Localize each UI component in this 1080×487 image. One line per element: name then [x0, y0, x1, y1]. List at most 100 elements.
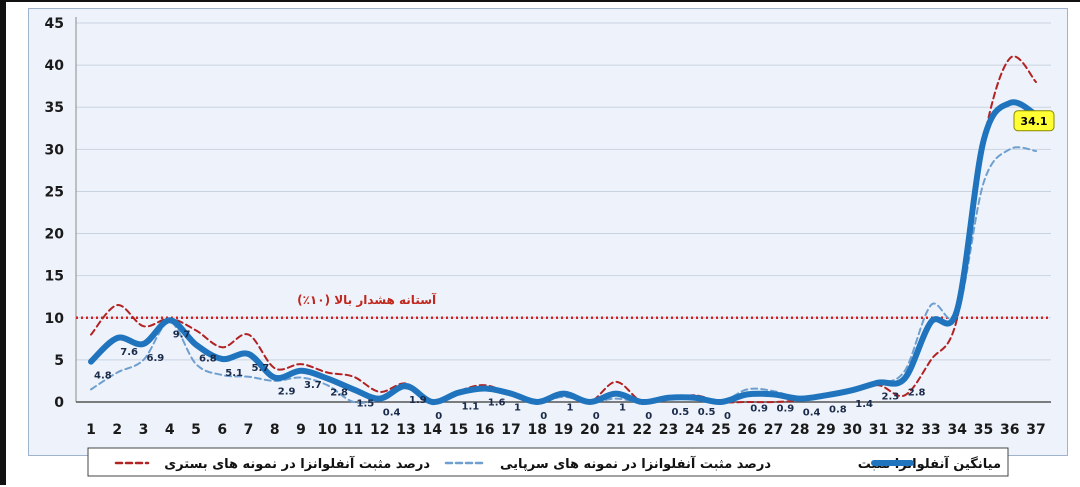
x-tick-label: 26	[738, 422, 757, 438]
x-tick-label: 34	[948, 422, 968, 438]
legend-entry-label: درصد مثبت آنفلوانزا در نمونه های بستری	[164, 455, 430, 472]
data-label: 1	[514, 403, 521, 414]
data-label: 0.8	[829, 404, 847, 415]
x-tick-label: 22	[633, 422, 652, 438]
x-tick-label: 25	[711, 422, 730, 438]
series-line-1	[88, 99, 1039, 406]
data-label: 0.4	[383, 408, 401, 419]
y-tick-label: 0	[54, 395, 64, 411]
x-tick-label: 13	[396, 422, 415, 438]
x-tick-label: 31	[869, 422, 888, 438]
data-label: 6.8	[199, 354, 217, 365]
y-axis-ticks: 0 5 10 15 20 25 30 35 40 45	[45, 16, 65, 411]
x-tick-label: 7	[244, 422, 254, 438]
y-tick-label: 25	[45, 184, 64, 200]
x-tick-label: 37	[1026, 422, 1045, 438]
data-label: 0.9	[750, 403, 768, 414]
x-tick-label: 15	[449, 422, 468, 438]
x-tick-label: 28	[790, 422, 809, 438]
x-tick-label: 19	[554, 422, 573, 438]
x-tick-label: 9	[296, 422, 306, 438]
x-tick-label: 1	[86, 422, 96, 438]
data-label: 5.1	[225, 368, 243, 379]
x-tick-label: 6	[217, 422, 227, 438]
x-tick-label: 18	[528, 422, 547, 438]
y-tick-label: 35	[45, 100, 64, 116]
x-tick-label: 11	[344, 422, 363, 438]
y-tick-label: 5	[54, 353, 64, 369]
y-tick-label: 20	[45, 227, 65, 243]
data-label: 1	[619, 403, 626, 414]
y-tick-label: 30	[45, 142, 65, 158]
x-tick-label: 36	[1000, 422, 1019, 438]
legend-entry-label: میانگین آنفلوانزا مثبت	[858, 455, 1001, 472]
x-tick-label: 16	[475, 422, 494, 438]
x-tick-label: 10	[318, 422, 338, 438]
x-tick-label: 29	[816, 422, 835, 438]
data-label: 3.7	[304, 380, 322, 391]
callout-box	[1013, 110, 1055, 132]
data-label: 4.8	[94, 371, 112, 382]
axes	[75, 17, 1051, 403]
legend-box	[87, 447, 1009, 477]
data-label: 2.3	[882, 392, 900, 403]
data-label: 0	[435, 411, 442, 422]
threshold-label: آستانه هشدار بالا (۱۰٪)	[297, 292, 437, 307]
x-tick-label: 12	[370, 422, 389, 438]
x-tick-label: 30	[843, 422, 863, 438]
x-tick-label: 20	[580, 422, 600, 438]
data-label: 7.6	[120, 347, 138, 358]
data-label: 2.8	[908, 387, 926, 398]
x-tick-label: 21	[606, 422, 625, 438]
data-label: 1.5	[357, 398, 375, 409]
data-label: 2.8	[330, 387, 348, 398]
data-label: 2.9	[278, 387, 296, 398]
x-tick-label: 23	[659, 422, 678, 438]
gridlines	[76, 22, 1051, 361]
data-labels: 4.8 7.6 6.9 9.7 6.8 5.1 5.7 2.9 3.7 2.8 1.5 0.4 1.9 0…	[94, 329, 926, 422]
data-label: 1.6	[488, 398, 506, 409]
data-label: 0	[540, 411, 547, 422]
x-axis-ticks: 1 2 3 4 5 6 7 8 9 10 11 12 13 14 15 16 17 18 19 20 21 22 23 24 2…	[86, 422, 1046, 438]
y-tick-label: 15	[45, 269, 64, 285]
data-label: 0.4	[803, 408, 821, 419]
data-label: 5.7	[252, 363, 270, 374]
data-label: 1	[567, 403, 574, 414]
data-label: 1.4	[855, 399, 873, 410]
y-tick-label: 10	[45, 311, 65, 327]
x-tick-label: 24	[685, 422, 705, 438]
x-tick-label: 3	[139, 422, 149, 438]
x-tick-label: 33	[921, 422, 940, 438]
data-label: 0	[724, 411, 731, 422]
data-label: 0.5	[698, 407, 716, 418]
x-tick-label: 8	[270, 422, 280, 438]
legend: میانگین آنفلوانزا مثبت درصد مثبت آنفلوانز…	[87, 447, 1009, 477]
series-line-2	[90, 146, 1037, 404]
y-tick-label: 45	[45, 16, 64, 32]
x-tick-label: 5	[191, 422, 201, 438]
x-tick-label: 14	[423, 422, 443, 438]
data-label: 6.9	[147, 353, 165, 364]
data-label: 0.9	[777, 403, 795, 414]
end-callout: 34.1	[1013, 110, 1055, 132]
data-label: 0	[645, 411, 652, 422]
data-label: 1.9	[409, 395, 427, 406]
x-tick-label: 2	[112, 422, 122, 438]
legend-entry-label: درصد مثبت آنفلوانزا در نمونه های سرپایی	[500, 455, 771, 472]
x-tick-label: 17	[501, 422, 520, 438]
y-tick-label: 40	[45, 58, 65, 74]
data-label: 9.7	[173, 329, 191, 340]
series-lines	[88, 55, 1039, 406]
series-line-3	[90, 55, 1037, 404]
callout-label: 34.1	[1020, 115, 1047, 128]
data-label: 0	[593, 411, 600, 422]
x-tick-label: 4	[165, 422, 175, 438]
x-tick-label: 27	[764, 422, 783, 438]
data-label: 0.5	[672, 407, 690, 418]
data-label: 1.1	[462, 402, 480, 413]
x-tick-label: 35	[974, 422, 993, 438]
threshold: آستانه هشدار بالا (۱۰٪)	[76, 292, 1051, 320]
x-tick-label: 32	[895, 422, 914, 438]
